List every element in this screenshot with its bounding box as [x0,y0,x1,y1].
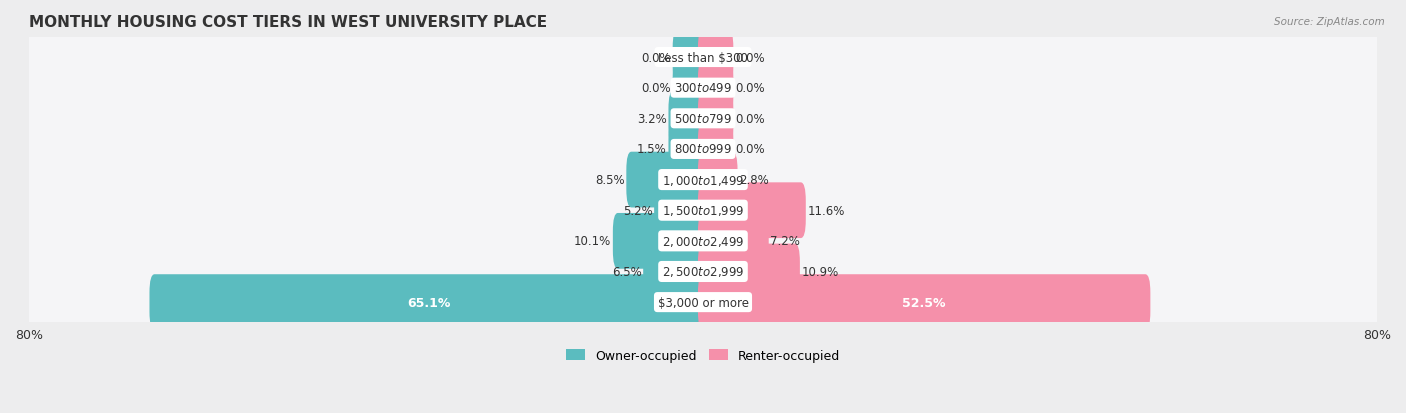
Text: 0.0%: 0.0% [641,82,671,95]
Text: $800 to $999: $800 to $999 [673,143,733,156]
Text: MONTHLY HOUSING COST TIERS IN WEST UNIVERSITY PLACE: MONTHLY HOUSING COST TIERS IN WEST UNIVE… [30,15,547,30]
FancyBboxPatch shape [25,113,1381,186]
FancyBboxPatch shape [149,275,709,330]
Text: 10.9%: 10.9% [801,265,839,278]
Text: 0.0%: 0.0% [735,112,765,126]
FancyBboxPatch shape [654,183,709,239]
FancyBboxPatch shape [25,174,1381,247]
Text: $300 to $499: $300 to $499 [673,82,733,95]
Text: 2.8%: 2.8% [740,173,769,187]
FancyBboxPatch shape [643,244,709,300]
FancyBboxPatch shape [668,91,709,147]
FancyBboxPatch shape [25,143,1381,217]
Text: 6.5%: 6.5% [612,265,641,278]
Text: 0.0%: 0.0% [735,82,765,95]
FancyBboxPatch shape [25,235,1381,309]
Text: 65.1%: 65.1% [408,296,450,309]
Text: $2,000 to $2,499: $2,000 to $2,499 [662,234,744,248]
FancyBboxPatch shape [697,214,769,269]
FancyBboxPatch shape [25,82,1381,156]
Text: $3,000 or more: $3,000 or more [658,296,748,309]
Text: 7.2%: 7.2% [770,235,800,248]
FancyBboxPatch shape [25,204,1381,278]
Text: 11.6%: 11.6% [807,204,845,217]
Text: 10.1%: 10.1% [574,235,612,248]
FancyBboxPatch shape [697,61,734,116]
FancyBboxPatch shape [697,91,734,147]
Text: Source: ZipAtlas.com: Source: ZipAtlas.com [1274,17,1385,26]
FancyBboxPatch shape [25,21,1381,95]
Text: $2,500 to $2,999: $2,500 to $2,999 [662,265,744,279]
FancyBboxPatch shape [697,152,738,208]
FancyBboxPatch shape [672,30,709,85]
FancyBboxPatch shape [613,214,709,269]
Text: 5.2%: 5.2% [623,204,652,217]
Text: 52.5%: 52.5% [903,296,946,309]
FancyBboxPatch shape [672,61,709,116]
Text: $1,000 to $1,499: $1,000 to $1,499 [662,173,744,187]
Text: 1.5%: 1.5% [637,143,666,156]
FancyBboxPatch shape [25,266,1381,339]
Text: $1,500 to $1,999: $1,500 to $1,999 [662,204,744,218]
Text: 0.0%: 0.0% [641,51,671,64]
Text: 0.0%: 0.0% [735,143,765,156]
Text: 8.5%: 8.5% [595,173,624,187]
Text: 0.0%: 0.0% [735,51,765,64]
FancyBboxPatch shape [626,152,709,208]
Text: $500 to $799: $500 to $799 [673,112,733,126]
Legend: Owner-occupied, Renter-occupied: Owner-occupied, Renter-occupied [561,344,845,367]
Text: 3.2%: 3.2% [637,112,666,126]
FancyBboxPatch shape [697,244,800,300]
FancyBboxPatch shape [697,30,734,85]
FancyBboxPatch shape [668,122,709,178]
FancyBboxPatch shape [697,275,1150,330]
FancyBboxPatch shape [697,183,806,239]
Text: Less than $300: Less than $300 [658,51,748,64]
FancyBboxPatch shape [697,122,734,178]
FancyBboxPatch shape [25,52,1381,125]
